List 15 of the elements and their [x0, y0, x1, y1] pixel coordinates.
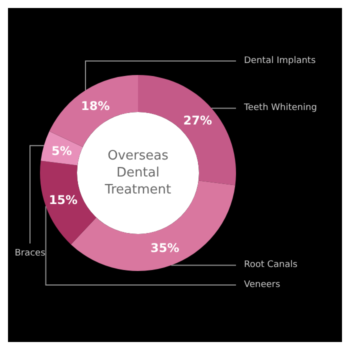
data-label: 35%	[150, 240, 180, 255]
data-label: 18%	[81, 98, 110, 113]
donut-slice	[40, 160, 96, 244]
slice-label: Root Canals	[244, 260, 298, 270]
donut-slice	[49, 75, 138, 148]
slice-label: Dental Implants	[244, 56, 316, 66]
title: Treatment	[104, 182, 172, 198]
slice-label: Veneers	[244, 280, 280, 290]
data-label: 5%	[51, 144, 72, 158]
slice-label: Teeth Whitening	[243, 103, 317, 114]
title: Dental	[116, 166, 160, 180]
slice-label: Braces	[14, 248, 46, 259]
data-label: 27%	[183, 113, 212, 128]
title: Overseas	[108, 148, 168, 164]
data-label: 15%	[48, 192, 78, 207]
